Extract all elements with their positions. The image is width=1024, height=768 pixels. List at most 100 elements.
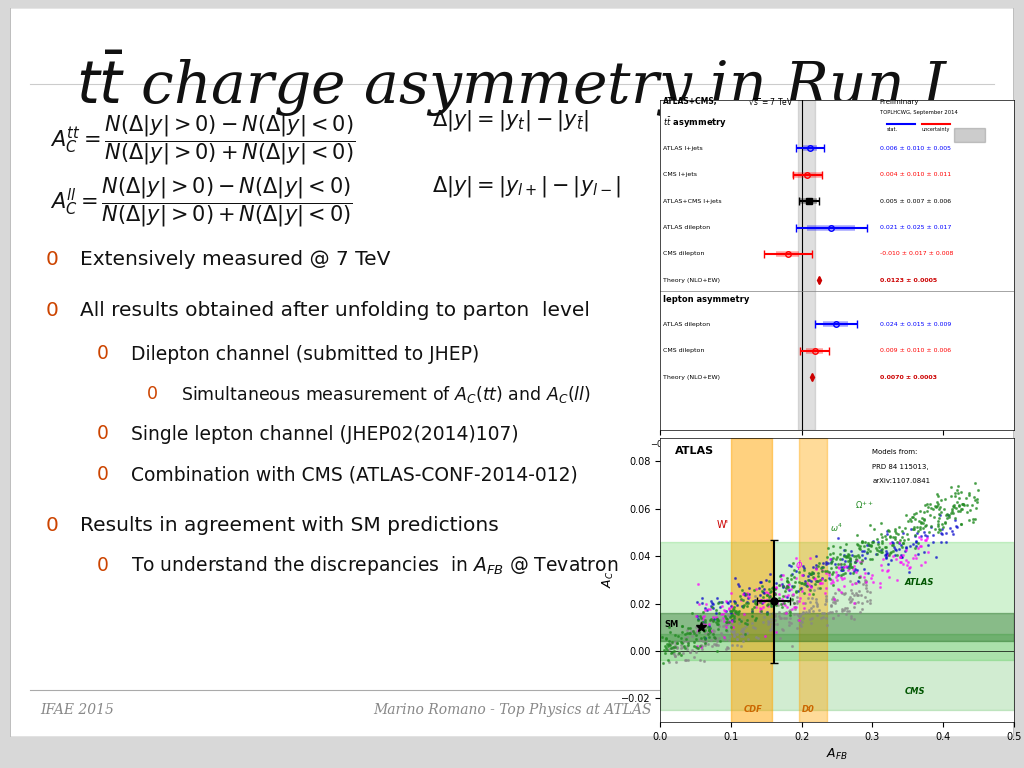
Point [897, 541, 913, 554]
Point [796, 578, 812, 591]
Point [748, 590, 764, 602]
Point [711, 596, 727, 608]
Point [836, 544, 852, 556]
Point [948, 520, 965, 532]
Point [851, 542, 867, 554]
Point [769, 597, 785, 609]
Point [848, 566, 864, 578]
Point [849, 528, 865, 541]
Point [801, 579, 817, 591]
Point [711, 632, 727, 644]
Point [686, 640, 702, 652]
Text: Marino Romano - Top Physics at ATLAS: Marino Romano - Top Physics at ATLAS [373, 703, 651, 717]
Point [786, 597, 803, 609]
Point [950, 487, 967, 499]
Point [726, 625, 742, 637]
Point [822, 606, 839, 618]
Point [874, 552, 891, 564]
Point [718, 612, 734, 624]
Point [689, 642, 706, 654]
Point [660, 637, 677, 650]
Point [821, 548, 838, 560]
Point [766, 588, 782, 601]
Point [836, 604, 852, 616]
Point [822, 553, 839, 565]
Point [753, 606, 769, 618]
Point [933, 536, 949, 548]
Point [723, 607, 739, 619]
Point [722, 631, 738, 643]
Point [743, 605, 760, 617]
Point [820, 572, 837, 584]
Point [663, 637, 679, 649]
Point [720, 617, 736, 630]
Point [952, 505, 969, 517]
Point [756, 594, 772, 606]
Point [790, 609, 806, 621]
Point [782, 609, 799, 621]
Point [765, 581, 781, 594]
Text: 0.006 ± 0.010 ± 0.005: 0.006 ± 0.010 ± 0.005 [880, 146, 950, 151]
Point [831, 558, 848, 571]
Point [779, 574, 796, 587]
Point [932, 502, 948, 514]
Point [751, 581, 767, 594]
Point [823, 598, 840, 611]
Point [762, 623, 778, 635]
Point [780, 558, 797, 571]
Point [940, 509, 956, 521]
Point [663, 639, 679, 651]
Point [679, 631, 695, 643]
Point [849, 538, 865, 551]
Point [771, 578, 787, 591]
Point [736, 622, 753, 634]
Point [878, 530, 894, 542]
Point [799, 580, 815, 592]
Point [823, 557, 840, 569]
Point [829, 608, 846, 621]
Point [923, 502, 939, 514]
Point [691, 633, 708, 645]
Point [771, 612, 787, 624]
Point [907, 507, 924, 519]
Point [883, 547, 899, 559]
Point [856, 576, 872, 588]
Point [783, 583, 800, 595]
Point [918, 535, 934, 547]
Point [880, 547, 896, 559]
Point [750, 632, 766, 644]
Text: ATLAS: ATLAS [675, 446, 714, 456]
Point [833, 568, 849, 581]
Point [957, 492, 974, 504]
Point [697, 616, 714, 628]
Point [728, 607, 744, 619]
Point [840, 551, 856, 563]
Point [842, 553, 858, 565]
Point [842, 558, 858, 571]
Text: $\sqrt{s}$ = 7 TeV: $\sqrt{s}$ = 7 TeV [749, 95, 794, 107]
Point [785, 581, 802, 593]
Point [718, 605, 734, 617]
Point [722, 594, 738, 607]
Point [717, 633, 733, 645]
Point [673, 639, 689, 651]
Point [897, 545, 913, 558]
Point [767, 593, 783, 605]
Point [700, 626, 717, 638]
Point [723, 608, 739, 621]
Point [813, 572, 829, 584]
Point [778, 601, 795, 613]
Point [892, 551, 908, 564]
Point [677, 627, 693, 640]
Point [859, 546, 876, 558]
Point [746, 614, 763, 626]
Point [724, 614, 740, 627]
Point [862, 597, 879, 609]
Point [694, 597, 711, 609]
Point [760, 588, 776, 600]
Point [842, 575, 858, 588]
Point [885, 531, 901, 543]
Point [681, 627, 697, 639]
Point [872, 545, 889, 557]
Point [696, 631, 713, 643]
